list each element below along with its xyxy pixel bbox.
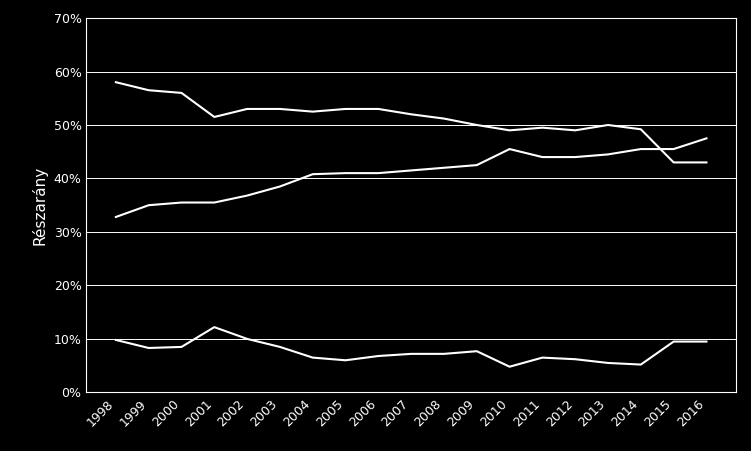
- idős: [111, 337, 120, 343]
- idős: [702, 339, 711, 344]
- fiatal: [538, 154, 547, 160]
- fiatal: [243, 193, 252, 198]
- középkorú: [111, 79, 120, 85]
- idős: [276, 344, 285, 350]
- fiatal: [111, 214, 120, 220]
- középkorú: [341, 106, 350, 112]
- fiatal: [144, 202, 153, 208]
- fiatal: [571, 154, 580, 160]
- idős: [177, 344, 186, 350]
- idős: [407, 351, 416, 357]
- idős: [210, 324, 219, 330]
- fiatal: [702, 136, 711, 141]
- fiatal: [604, 152, 613, 157]
- középkorú: [571, 128, 580, 133]
- középkorú: [374, 106, 383, 112]
- középkorú: [669, 160, 678, 165]
- fiatal: [636, 146, 645, 152]
- középkorú: [177, 90, 186, 96]
- Line: fiatal: fiatal: [116, 138, 707, 217]
- fiatal: [669, 146, 678, 152]
- fiatal: [210, 200, 219, 205]
- idős: [505, 364, 514, 369]
- fiatal: [308, 171, 317, 177]
- fiatal: [505, 146, 514, 152]
- középkorú: [472, 122, 481, 128]
- idős: [571, 356, 580, 362]
- középkorú: [308, 109, 317, 115]
- középkorú: [243, 106, 252, 112]
- Y-axis label: Részarány: Részarány: [32, 166, 48, 245]
- fiatal: [407, 168, 416, 173]
- idős: [374, 353, 383, 359]
- fiatal: [439, 165, 448, 170]
- középkorú: [702, 160, 711, 165]
- középkorú: [210, 114, 219, 120]
- középkorú: [276, 106, 285, 112]
- középkorú: [407, 111, 416, 117]
- fiatal: [341, 170, 350, 176]
- idős: [439, 351, 448, 357]
- idős: [604, 360, 613, 366]
- középkorú: [636, 127, 645, 132]
- idős: [144, 345, 153, 351]
- középkorú: [604, 122, 613, 128]
- idős: [243, 336, 252, 341]
- idős: [669, 339, 678, 344]
- középkorú: [439, 116, 448, 121]
- fiatal: [472, 162, 481, 168]
- idős: [341, 358, 350, 363]
- idős: [472, 349, 481, 354]
- középkorú: [144, 87, 153, 93]
- középkorú: [505, 128, 514, 133]
- idős: [308, 355, 317, 360]
- fiatal: [177, 200, 186, 205]
- középkorú: [538, 125, 547, 130]
- fiatal: [276, 184, 285, 189]
- idős: [636, 362, 645, 367]
- fiatal: [374, 170, 383, 176]
- idős: [538, 355, 547, 360]
- Line: idős: idős: [116, 327, 707, 367]
- Line: középkorú: középkorú: [116, 82, 707, 162]
